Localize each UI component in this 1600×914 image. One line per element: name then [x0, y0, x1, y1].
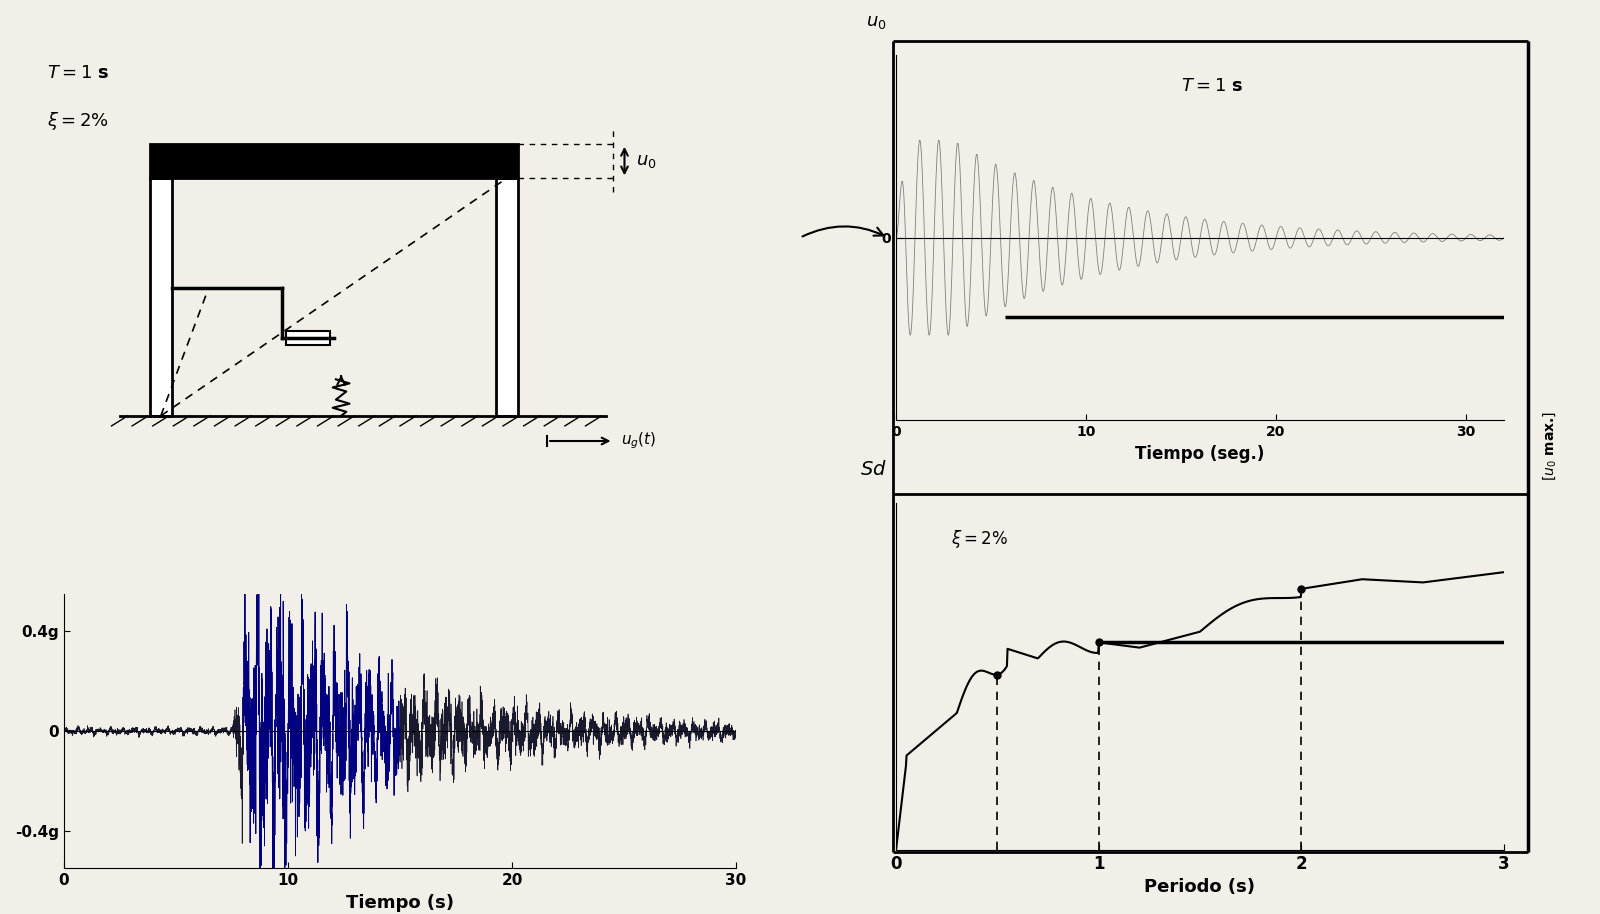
Text: $u_0$: $u_0$ [866, 13, 886, 30]
Text: $T = 1$ s: $T = 1$ s [46, 64, 109, 82]
Text: $[u_0$ max.$]$: $[u_0$ max.$]$ [1541, 411, 1557, 482]
Bar [150, 144, 518, 178]
Text: $Sd$: $Sd$ [859, 460, 886, 479]
Text: $\xi = 2\%$: $\xi = 2\%$ [46, 110, 109, 132]
Bar [496, 178, 518, 416]
Text: $T = 1$ s: $T = 1$ s [1181, 78, 1243, 95]
Text: $u_0$: $u_0$ [635, 152, 656, 170]
X-axis label: Tiempo (seg.): Tiempo (seg.) [1136, 445, 1264, 462]
Text: $u_g(t)$: $u_g(t)$ [621, 430, 656, 452]
Bar [150, 178, 171, 416]
Bar [286, 332, 330, 345]
Text: $\xi = 2\%$: $\xi = 2\%$ [950, 528, 1008, 550]
X-axis label: Periodo (s): Periodo (s) [1144, 878, 1256, 897]
X-axis label: Tiempo (s): Tiempo (s) [346, 894, 454, 912]
